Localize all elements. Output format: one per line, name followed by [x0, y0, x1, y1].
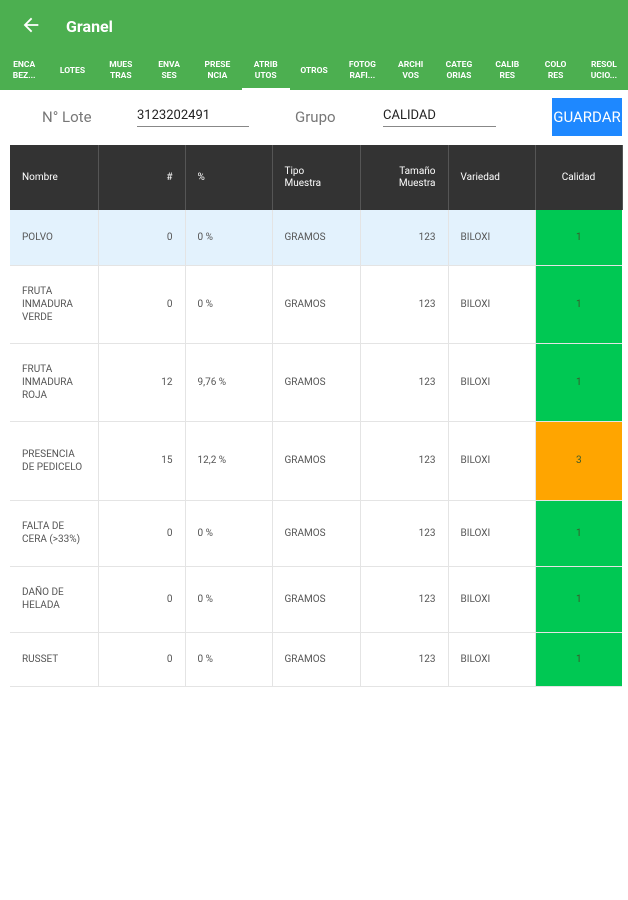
table-cell: BILOXI	[448, 343, 536, 422]
table-cell: POLVO	[10, 210, 99, 266]
quality-cell: 1	[535, 265, 622, 344]
table-cell: 123	[360, 210, 449, 266]
table-cell: GRAMOS	[272, 632, 361, 687]
tab[interactable]: PRESE NCIA	[204, 60, 231, 81]
column-header: Variedad	[448, 145, 536, 210]
table-cell: 123	[360, 632, 449, 687]
quality-cell: 3	[535, 421, 622, 501]
app-bar: Granel	[0, 0, 628, 52]
column-header: Nombre	[10, 145, 99, 210]
table-cell: FRUTA INMADURA ROJA	[10, 343, 99, 422]
table-cell: 0 %	[185, 632, 273, 687]
grupo-input[interactable]: CALIDAD	[383, 108, 496, 127]
tab[interactable]: FOTOG RAFI...	[348, 60, 376, 81]
table-cell: 15	[98, 421, 186, 501]
table-cell: GRAMOS	[272, 421, 361, 501]
tab[interactable]: CALIB RES	[495, 60, 520, 81]
table-cell: 12,2 %	[185, 421, 273, 501]
table-cell: BILOXI	[448, 265, 536, 344]
table-cell: 123	[360, 343, 449, 422]
table-cell: 0	[98, 566, 186, 633]
column-header: %	[185, 145, 273, 210]
table-cell: GRAMOS	[272, 500, 361, 567]
table-cell: FRUTA INMADURA VERDE	[10, 265, 99, 344]
quality-cell: 1	[535, 343, 622, 422]
table-cell: RUSSET	[10, 632, 99, 687]
back-button[interactable]	[20, 14, 42, 36]
app-title: Granel	[66, 17, 113, 36]
tab[interactable]: ARCHI VOS	[398, 60, 424, 81]
table-cell: GRAMOS	[272, 343, 361, 422]
column-header: Tipo Muestra	[272, 145, 361, 210]
tab[interactable]: CATEG ORIAS	[445, 60, 473, 81]
table-row[interactable]: PRESENCIA DE PEDICELO 15 12,2 % GRAMOS 123 BI…	[10, 421, 622, 501]
quality-cell: 1	[535, 566, 622, 633]
table-cell: 0 %	[185, 500, 273, 567]
table-cell: GRAMOS	[272, 566, 361, 633]
tab-bar: ENCA BEZ... LOTES MUES TRAS ENVA SES PRESE N…	[0, 52, 628, 90]
table-cell: 123	[360, 265, 449, 344]
table-cell: 0 %	[185, 566, 273, 633]
table-cell: PRESENCIA DE PEDICELO	[10, 421, 99, 501]
quality-cell: 1	[535, 210, 622, 266]
table-row[interactable]: RUSSET 0 0 % GRAMOS 123 BILOXI 1	[10, 632, 622, 687]
table-cell: 0	[98, 210, 186, 266]
lote-label: N° Lote	[42, 108, 92, 126]
column-header: Calidad	[535, 145, 623, 210]
table: Nombre #% Tipo Muestra Tamaño Muestra Varied…	[10, 145, 623, 687]
table-cell: 0	[98, 632, 186, 687]
grupo-label: Grupo	[295, 108, 336, 126]
form: N° Lote 3123202491 Grupo CALIDAD GUARDAR	[0, 98, 628, 138]
table-row[interactable]: POLVO 0 0 % GRAMOS 123 BILOXI 1	[10, 210, 622, 266]
table-row[interactable]: FRUTA INMADURA ROJA 12 9,76 % GRAMOS 123 BILO…	[10, 343, 622, 422]
table-row[interactable]: FRUTA INMADURA VERDE 0 0 % GRAMOS 123 BILOXI 1	[10, 265, 622, 344]
tab[interactable]: ATRIB UTOS	[241, 52, 291, 90]
tab[interactable]: ENVA SES	[158, 60, 180, 81]
column-header: Tamaño Muestra	[360, 145, 449, 210]
table-row[interactable]: FALTA DE CERA (>33%) 0 0 % GRAMOS 123 BILOXI 1	[10, 500, 622, 567]
quality-cell: 1	[535, 500, 622, 567]
tab[interactable]: MUES TRAS	[109, 60, 133, 81]
tab[interactable]: OTROS	[300, 65, 328, 76]
quality-cell: 1	[535, 632, 622, 687]
table-cell: 12	[98, 343, 186, 422]
table-cell: 0 %	[185, 265, 273, 344]
table-cell: BILOXI	[448, 566, 536, 633]
table-cell: 0 %	[185, 210, 273, 266]
table-cell: BILOXI	[448, 632, 536, 687]
lote-input[interactable]: 3123202491	[137, 108, 249, 127]
table-cell: DAÑO DE HELADA	[10, 566, 99, 633]
table-cell: GRAMOS	[272, 210, 361, 266]
table-cell: FALTA DE CERA (>33%)	[10, 500, 99, 567]
table-cell: BILOXI	[448, 500, 536, 567]
table-cell: 9,76 %	[185, 343, 273, 422]
table-cell: 123	[360, 421, 449, 501]
column-header: #	[98, 145, 186, 210]
table-cell: BILOXI	[448, 421, 536, 501]
table-row[interactable]: DAÑO DE HELADA 0 0 % GRAMOS 123 BILOXI 1	[10, 566, 622, 633]
table-cell: 123	[360, 566, 449, 633]
table-cell: 0	[98, 265, 186, 344]
table-cell: 123	[360, 500, 449, 567]
tab[interactable]: LOTES	[59, 65, 86, 76]
save-button[interactable]: GUARDAR	[552, 98, 622, 136]
table-cell: BILOXI	[448, 210, 536, 266]
tab[interactable]: RESOL UCIO...	[590, 60, 618, 81]
table-cell: 0	[98, 500, 186, 567]
tab[interactable]: ENCA BEZ...	[12, 60, 36, 81]
table-cell: GRAMOS	[272, 265, 361, 344]
tab[interactable]: COLO RES	[544, 60, 567, 81]
